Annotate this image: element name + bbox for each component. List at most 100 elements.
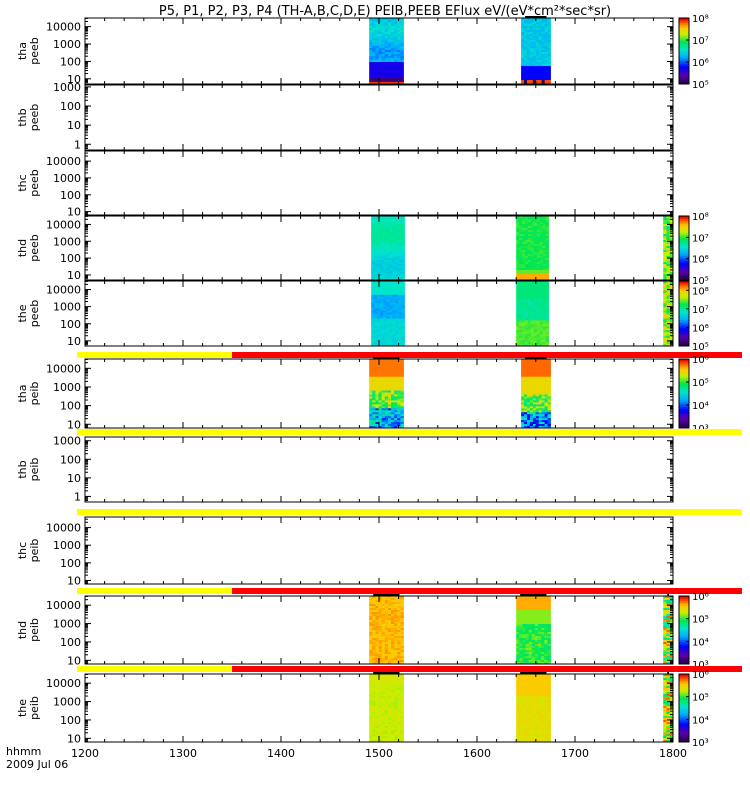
- spectrogram-cell: [663, 250, 667, 253]
- spectrogram-cell: [525, 658, 530, 661]
- spectrogram-cell: [545, 270, 549, 273]
- spectrogram-cell: [371, 266, 375, 269]
- spectrogram-cell: [401, 246, 405, 249]
- spectrogram-cell: [542, 216, 546, 219]
- spectrogram-cell: [526, 378, 531, 382]
- spectrogram-cell: [545, 286, 549, 290]
- spectrogram-cell: [519, 342, 523, 345]
- spectrogram-cell: [400, 422, 404, 425]
- spectrogram-cell: [519, 282, 523, 286]
- spectrogram-cell: [387, 642, 392, 645]
- spectrogram-cell: [378, 30, 383, 33]
- spectrogram-cell: [532, 50, 537, 53]
- spectrogram-cell: [380, 230, 384, 233]
- spectrogram-cell: [391, 412, 395, 415]
- spectrogram-cell: [387, 82, 392, 85]
- spectrogram-cell: [369, 400, 373, 403]
- spectrogram-cell: [369, 378, 373, 382]
- spectrogram-cell: [538, 408, 543, 411]
- y-axis-instrument-label: peib: [28, 458, 41, 482]
- spectrogram-cell: [369, 604, 373, 607]
- colorbar-cell: [679, 388, 689, 391]
- spectrogram-cell: [532, 60, 537, 63]
- spectrogram-cell: [544, 390, 548, 393]
- spectrogram-cell: [377, 322, 381, 325]
- spectrogram-cell: [369, 60, 373, 63]
- spectrogram-cell: [389, 262, 393, 265]
- spectrogram-cell: [397, 38, 401, 41]
- spectrogram-cell: [389, 312, 393, 315]
- spectrogram-cell: [542, 282, 546, 286]
- spectrogram-cell: [387, 359, 392, 362]
- colorbar-cell: [679, 364, 689, 367]
- spectrogram-cell: [519, 338, 523, 341]
- spectrogram-cell: [394, 612, 398, 615]
- spectrogram-cell: [524, 72, 528, 75]
- spectrogram-cell: [522, 340, 526, 343]
- spectrogram-cell: [378, 656, 383, 659]
- spectrogram-cell: [395, 294, 399, 298]
- colorbar-cell: [679, 371, 689, 374]
- spectrogram-cell: [380, 240, 384, 243]
- spectrogram-cell: [378, 606, 383, 609]
- spectrogram-cell: [531, 630, 536, 633]
- spectrogram-cell: [541, 20, 546, 23]
- spectrogram-cell: [387, 18, 392, 21]
- spectrogram-cell: [669, 286, 674, 290]
- spectrogram-cell: [375, 600, 379, 603]
- spectrogram-cell: [527, 304, 532, 308]
- spectrogram-cell: [669, 220, 674, 223]
- spectrogram-cell: [387, 386, 392, 389]
- spectrogram-cell: [372, 624, 376, 627]
- spectrogram-cell: [529, 370, 534, 374]
- quality-bar-yellow: [77, 588, 232, 594]
- spectrogram-cell: [400, 638, 404, 641]
- spectrogram-cell: [381, 598, 386, 601]
- spectrogram-cell: [541, 44, 546, 47]
- spectrogram-cell: [372, 46, 376, 49]
- spectrogram-cell: [666, 300, 671, 304]
- spectrogram-cell: [395, 224, 399, 227]
- spectrogram-cell: [521, 408, 525, 411]
- spectrogram-cell: [397, 360, 401, 364]
- spectrogram-cell: [519, 636, 523, 639]
- spectrogram-cell: [394, 28, 398, 31]
- colorbar-cell: [679, 79, 689, 82]
- spectrogram-cell: [394, 658, 398, 661]
- spectrogram-cell: [519, 316, 523, 319]
- spectrogram-cell: [544, 18, 548, 21]
- spectrogram-cell: [541, 380, 546, 384]
- spectrogram-cell: [535, 424, 540, 427]
- spectrogram-cell: [386, 296, 390, 300]
- spectrogram-cell: [369, 46, 373, 49]
- spectrogram-cell: [524, 370, 528, 374]
- spectrogram-cell: [375, 62, 379, 65]
- spectrogram-cell: [532, 22, 537, 25]
- spectrogram-cell: [529, 360, 534, 364]
- spectrogram-cell: [669, 256, 674, 259]
- spectrogram-cell: [398, 268, 402, 271]
- spectrogram-cell: [547, 410, 551, 413]
- spectrogram-cell: [533, 244, 538, 247]
- spectrogram-cell: [381, 24, 386, 27]
- spectrogram-cell: [524, 380, 528, 384]
- colorbar-cell: [679, 421, 689, 424]
- spectrogram-cell: [527, 226, 532, 229]
- spectrogram-cell: [530, 274, 535, 277]
- spectrogram-cell: [524, 376, 528, 380]
- spectrogram-cell: [669, 304, 674, 308]
- spectrogram-cell: [544, 368, 548, 372]
- spectrogram-cell: [529, 394, 534, 397]
- spectrogram-cell: [522, 308, 526, 311]
- colorbar-cell: [679, 55, 689, 59]
- spectrogram-cell: [533, 272, 538, 275]
- spectrogram-cell: [663, 294, 667, 298]
- spectrogram-cell: [535, 50, 540, 53]
- spectrogram-cell: [384, 376, 389, 380]
- spectrogram-cell: [534, 604, 539, 607]
- spectrogram-cell: [529, 366, 534, 370]
- spectrogram-cell: [377, 248, 381, 251]
- spectrogram-cell: [371, 308, 375, 311]
- spectrogram-cell: [516, 292, 520, 296]
- spectrogram-cell: [529, 18, 534, 21]
